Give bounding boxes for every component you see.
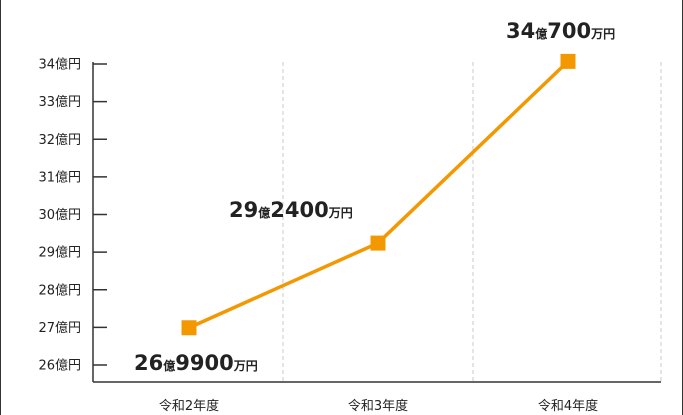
data-label-part: 億 bbox=[163, 358, 175, 373]
y-tick-label: 32億円 bbox=[38, 132, 81, 148]
y-axis-ticks: 26億円 27億円 28億円 29億円 30億円 31億円 32億円 33億円 34億円 bbox=[38, 57, 107, 374]
data-label-part: 億 bbox=[258, 205, 270, 220]
data-label-part: 700 bbox=[547, 19, 591, 43]
y-tick-label: 26億円 bbox=[38, 358, 81, 374]
gridlines bbox=[282, 62, 662, 382]
y-tick-label: 27億円 bbox=[38, 320, 81, 336]
x-tick-label: 令和2年度 bbox=[159, 398, 219, 414]
y-tick-label: 29億円 bbox=[38, 245, 81, 261]
y-tick-label: 34億円 bbox=[38, 57, 81, 73]
data-label-part: 26 bbox=[134, 351, 163, 375]
x-tick-label: 令和3年度 bbox=[348, 398, 408, 414]
y-tick-label: 33億円 bbox=[38, 94, 81, 110]
series-line bbox=[188, 60, 570, 330]
x-tick-label: 令和4年度 bbox=[538, 398, 598, 414]
data-point bbox=[181, 320, 197, 336]
data-label-part: 34 bbox=[506, 19, 535, 43]
data-label-part: 2400 bbox=[270, 198, 328, 222]
data-point bbox=[370, 235, 386, 251]
data-label-part: 億 bbox=[535, 26, 547, 41]
data-label-part: 9900 bbox=[175, 351, 233, 375]
data-point bbox=[560, 53, 576, 69]
y-tick-label: 28億円 bbox=[38, 282, 81, 298]
data-label: 34億700万円 bbox=[506, 19, 615, 43]
data-label: 26億9900万円 bbox=[134, 351, 258, 375]
y-tick-label: 30億円 bbox=[38, 207, 81, 223]
y-tick-label: 31億円 bbox=[38, 169, 81, 185]
axes bbox=[92, 62, 661, 383]
series-layer bbox=[181, 53, 576, 336]
data-label-part: 万円 bbox=[328, 206, 353, 220]
data-label-part: 万円 bbox=[590, 27, 615, 41]
data-label: 29億2400万円 bbox=[229, 198, 353, 222]
x-axis-labels: 令和2年度 令和3年度 令和4年度 bbox=[159, 398, 598, 414]
data-label-part: 万円 bbox=[233, 359, 258, 373]
data-label-part: 29 bbox=[229, 198, 258, 222]
